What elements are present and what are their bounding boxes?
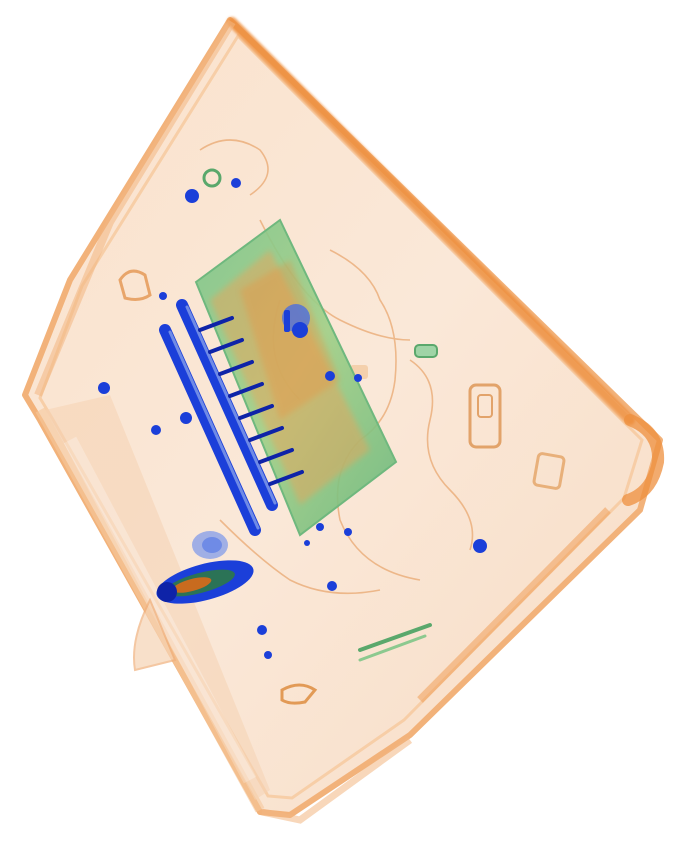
small-organic-items	[118, 269, 566, 705]
bag-frame	[34, 17, 665, 824]
spiral-binding	[159, 299, 304, 536]
book	[194, 218, 398, 537]
wires	[199, 139, 474, 595]
handle	[133, 597, 177, 672]
keys	[98, 178, 487, 659]
zipper-pulls	[202, 168, 438, 662]
power-bank	[156, 531, 254, 604]
bag-lining	[45, 395, 270, 800]
